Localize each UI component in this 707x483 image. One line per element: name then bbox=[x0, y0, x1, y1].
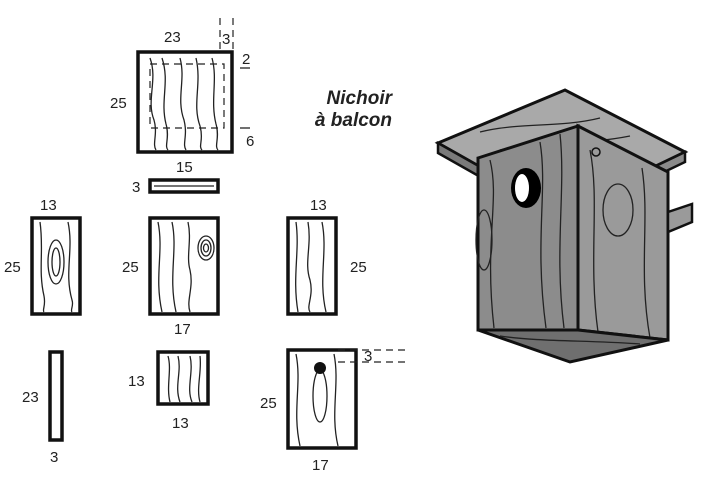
roof-height-label: 25 bbox=[110, 95, 127, 112]
left-side-height-label: 25 bbox=[4, 259, 21, 276]
back-panel bbox=[148, 216, 220, 316]
floor-height-label: 13 bbox=[128, 373, 145, 390]
back-height-label: 25 bbox=[122, 259, 139, 276]
perch-piece bbox=[148, 178, 220, 194]
diagram-title-line2: à balcon bbox=[315, 110, 392, 131]
assembled-birdhouse-illustration bbox=[434, 88, 694, 364]
roof-width-label: 23 bbox=[164, 29, 181, 46]
roof-overhang-label: 3 bbox=[222, 31, 230, 48]
perch-length-label: 15 bbox=[176, 159, 193, 176]
strip-height-label: 23 bbox=[22, 389, 39, 406]
left-side-panel bbox=[30, 216, 82, 316]
perch-thickness-label: 3 bbox=[132, 179, 140, 196]
floor-width-label: 13 bbox=[172, 415, 189, 432]
roof-bottom-margin-label: 6 bbox=[246, 133, 254, 150]
strip-width-label: 3 bbox=[50, 449, 58, 466]
back-width-label: 17 bbox=[174, 321, 191, 338]
floor-panel bbox=[156, 350, 210, 406]
front-width-label: 17 bbox=[312, 457, 329, 474]
right-side-width-label: 13 bbox=[310, 197, 327, 214]
diagram-title-line1: Nichoir bbox=[327, 88, 394, 109]
roof-panel bbox=[136, 18, 250, 154]
right-side-panel bbox=[286, 216, 338, 316]
roof-top-margin-label: 2 bbox=[242, 51, 250, 68]
right-side-height-label: 25 bbox=[350, 259, 367, 276]
front-panel bbox=[286, 348, 405, 450]
strip-piece bbox=[48, 350, 64, 442]
entrance-hole-icon bbox=[314, 362, 326, 374]
front-offset-label: 3 bbox=[364, 348, 372, 365]
front-height-label: 25 bbox=[260, 395, 277, 412]
left-side-width-label: 13 bbox=[40, 197, 57, 214]
